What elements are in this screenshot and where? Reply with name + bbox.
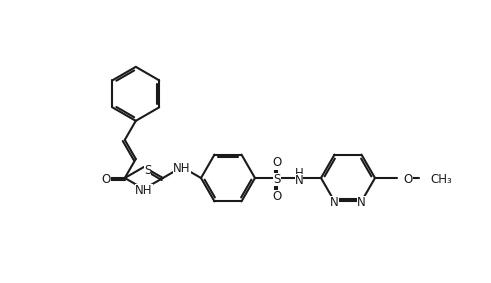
Text: O: O	[404, 173, 412, 186]
Text: N: N	[330, 196, 339, 209]
Text: N: N	[357, 196, 366, 209]
Text: H: H	[295, 167, 303, 180]
Text: O: O	[273, 156, 282, 170]
Text: NH: NH	[173, 162, 191, 175]
Text: O: O	[102, 173, 110, 186]
Text: N: N	[295, 174, 303, 187]
Text: S: S	[144, 164, 151, 177]
Text: NH: NH	[135, 184, 153, 197]
Text: O: O	[273, 190, 282, 203]
Text: S: S	[273, 173, 281, 186]
Text: CH₃: CH₃	[430, 173, 452, 186]
